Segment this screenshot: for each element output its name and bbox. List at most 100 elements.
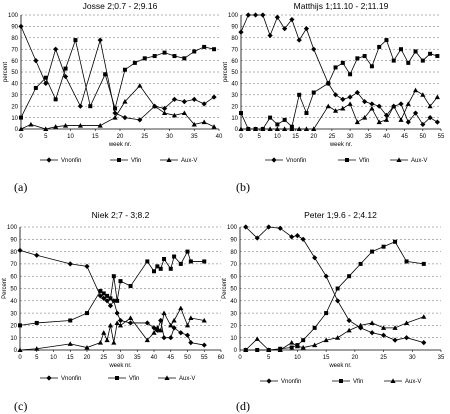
data-point (137, 83, 143, 88)
data-point (151, 330, 157, 335)
x-tick-label: 50 (184, 355, 191, 361)
series-Vfin (243, 239, 426, 352)
data-point (243, 224, 249, 230)
legend-label: Vfin (353, 379, 363, 385)
caption-d: (d) (236, 399, 250, 413)
x-tick-label: 15 (323, 355, 330, 361)
data-point (354, 119, 360, 125)
data-point (67, 261, 73, 267)
legend-label: Vnonfin (281, 379, 301, 385)
data-point (340, 96, 346, 102)
data-point (53, 124, 59, 129)
x-tick-label: 35 (191, 134, 198, 140)
series-line (20, 85, 215, 130)
data-point (370, 249, 375, 254)
data-point (420, 58, 425, 63)
data-point (243, 347, 249, 352)
data-point (18, 126, 24, 131)
data-point (369, 64, 374, 69)
data-point (118, 279, 123, 284)
data-point (358, 325, 364, 331)
data-point (404, 259, 409, 264)
y-tick-label: 70 (230, 262, 237, 268)
y-tick-label: 20 (11, 104, 18, 110)
data-point (101, 291, 106, 296)
data-point (294, 343, 301, 349)
data-point (260, 12, 266, 18)
data-point (144, 337, 150, 343)
data-point (289, 345, 294, 350)
data-point (384, 38, 389, 43)
data-point (151, 325, 157, 331)
data-point (43, 126, 49, 131)
chart-title: Matthijs 1;11.10 - 2;11.19 (294, 1, 389, 11)
legend-label: Vfin (129, 376, 139, 382)
data-point (191, 121, 197, 127)
data-point (362, 115, 368, 120)
data-point (34, 346, 40, 351)
data-point (303, 126, 310, 131)
chart-2: Niek 2;7 - 3;8.2 0 10 20 30 40 50 60 70 80 90 100 0 5… (2, 210, 225, 382)
caption-c: (c) (14, 399, 28, 413)
series-Aux-V (18, 83, 217, 131)
data-point (297, 92, 302, 97)
data-point (18, 323, 22, 328)
data-point (383, 117, 390, 122)
y-tick-label: 70 (10, 262, 17, 268)
x-tick-label: 10 (274, 134, 281, 140)
legend-entry: Aux-V (384, 378, 421, 385)
data-point (282, 117, 287, 122)
data-point (420, 121, 426, 128)
data-point (326, 81, 331, 86)
legend-marker (396, 157, 402, 162)
data-point (300, 236, 306, 242)
data-point (84, 344, 90, 350)
data-point (33, 85, 38, 90)
x-tick-label: 0 (18, 355, 22, 361)
caption-a: (a) (14, 180, 28, 194)
y-tick-label: 20 (230, 324, 237, 330)
data-point (112, 110, 118, 116)
data-point (301, 338, 306, 343)
y-tick-label: 60 (11, 59, 18, 65)
legend-marker (271, 157, 277, 163)
y-tick-label: 80 (10, 250, 17, 256)
data-point (296, 37, 302, 43)
x-tick-label: 25 (100, 355, 107, 361)
data-point (182, 56, 187, 61)
data-point (392, 325, 398, 330)
data-point (405, 101, 411, 106)
data-point (434, 94, 440, 100)
data-point (358, 322, 364, 328)
data-point (277, 347, 283, 352)
data-point (105, 293, 110, 298)
data-point (145, 259, 150, 264)
data-point (158, 327, 164, 333)
data-point (412, 87, 419, 93)
data-point (117, 317, 124, 324)
legend-entry: Aux-V (160, 157, 197, 164)
y-tick-label: 70 (11, 47, 18, 53)
data-point (28, 121, 34, 127)
x-tick-label: 30 (347, 134, 354, 140)
data-point (162, 50, 167, 55)
data-point (114, 320, 120, 325)
legend-marker (164, 375, 170, 380)
y-tick-label: 60 (230, 274, 237, 280)
data-point (202, 44, 207, 49)
data-point (127, 320, 134, 326)
data-point (406, 60, 411, 65)
data-point (255, 348, 260, 352)
data-point (63, 66, 68, 71)
x-tick-label: 5 (267, 355, 271, 361)
x-tick-label: 40 (151, 355, 158, 361)
legend-marker (390, 378, 396, 383)
x-axis-label: week nr. (108, 363, 132, 369)
data-point (122, 99, 128, 104)
x-tick-label: 0 (238, 355, 242, 361)
data-point (161, 335, 167, 341)
legend-marker (166, 157, 172, 162)
data-point (152, 269, 156, 274)
y-tick-label: 90 (231, 25, 238, 31)
data-point (380, 325, 387, 330)
